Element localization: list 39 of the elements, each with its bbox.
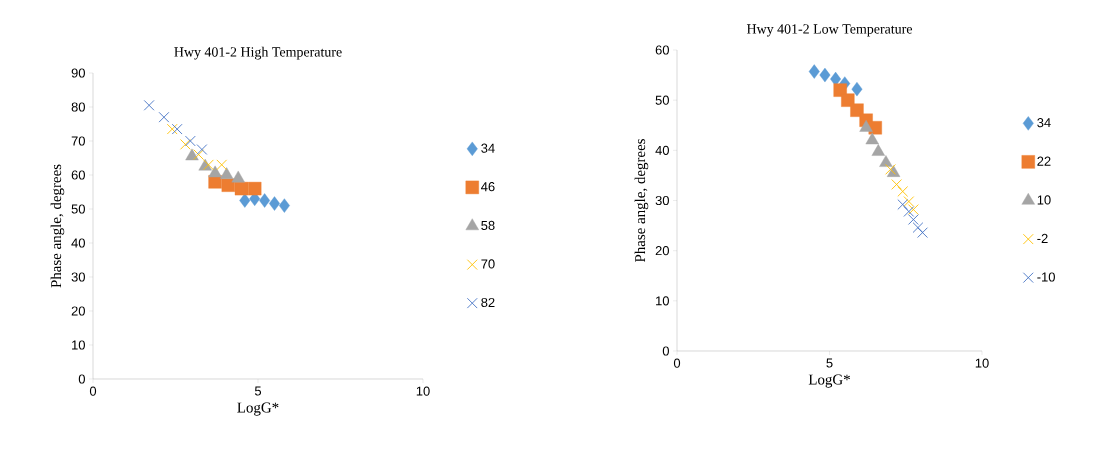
y-tick-label: 70 bbox=[71, 136, 85, 146]
chart-title: Hwy 401-2 High Temperature bbox=[174, 46, 342, 60]
y-tick-label: 40 bbox=[655, 145, 669, 155]
y-tick-label: 60 bbox=[71, 170, 85, 180]
x-tick-label: 5 bbox=[826, 358, 833, 368]
x-axis-title: LogG* bbox=[237, 402, 279, 416]
x-tick-label: 10 bbox=[416, 386, 430, 396]
x-tick-label: 0 bbox=[89, 386, 97, 396]
y-tick-label: 10 bbox=[72, 340, 85, 350]
y-tick-label: 90 bbox=[71, 68, 85, 78]
x-tick-label: 10 bbox=[975, 358, 989, 368]
y-tick-label: 40 bbox=[71, 238, 85, 248]
y-tick-label: 50 bbox=[655, 95, 669, 105]
x-tick-label: 0 bbox=[673, 358, 681, 368]
legend-label: -10 bbox=[1037, 272, 1055, 282]
legend-label: 70 bbox=[481, 259, 495, 269]
x-tick-label: 5 bbox=[254, 386, 262, 396]
legend-label: 46 bbox=[481, 182, 495, 192]
chart-title: Hwy 401-2 Low Temperature bbox=[746, 24, 913, 37]
y-tick-label: 20 bbox=[655, 246, 669, 256]
y-axis-title: Phase angle, degrees bbox=[50, 164, 65, 288]
y-tick-label: 30 bbox=[655, 195, 669, 206]
legend-label: -2 bbox=[1037, 233, 1048, 243]
legend-label: 82 bbox=[481, 297, 495, 308]
legend-label: 34 bbox=[1037, 118, 1051, 128]
legend-label: 58 bbox=[481, 220, 495, 231]
y-axis-title: Phase angle, degrees bbox=[634, 139, 649, 263]
y-tick-label: 20 bbox=[71, 306, 85, 316]
y-tick-label: 80 bbox=[71, 102, 85, 112]
y-tick-label: 30 bbox=[71, 272, 85, 282]
x-axis-title: LogG* bbox=[808, 374, 850, 388]
y-tick-label: 0 bbox=[78, 374, 85, 384]
y-tick-label: 0 bbox=[662, 346, 669, 356]
legend-label: 10 bbox=[1037, 195, 1051, 205]
legend-label: 34 bbox=[481, 143, 495, 153]
y-tick-label: 50 bbox=[71, 204, 85, 214]
y-tick-label: 60 bbox=[655, 45, 669, 55]
y-tick-label: 10 bbox=[656, 296, 669, 306]
legend-label: 22 bbox=[1037, 156, 1051, 166]
